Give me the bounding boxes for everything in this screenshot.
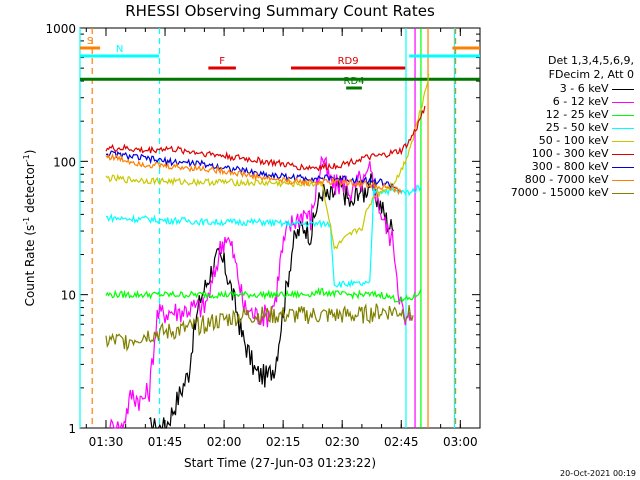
legend-entry: 100 - 300 keV	[532, 147, 634, 160]
legend-entry: 300 - 800 keV	[532, 160, 634, 173]
y-tick-label: 1000	[45, 22, 76, 36]
series-line	[148, 173, 394, 429]
legend-swatch	[612, 179, 634, 181]
x-axis-label: Start Time (27-Jun-03 01:23:22)	[184, 456, 376, 470]
legend-entry-label: 7000 - 15000 keV	[510, 186, 612, 199]
series-line	[105, 303, 414, 352]
legend-entry-label: 12 - 25 keV	[545, 108, 612, 121]
legend-swatch	[612, 127, 634, 129]
legend-entry: 7000 - 15000 keV	[511, 186, 634, 199]
x-tick-label: 02:30	[325, 435, 360, 449]
legend-swatch	[612, 101, 634, 103]
legend-entry-label: 100 - 300 keV	[531, 147, 612, 160]
legend-entry: 800 - 7000 keV	[525, 173, 634, 186]
legend-swatch	[612, 114, 634, 116]
x-tick-label: 02:45	[384, 435, 419, 449]
legend-entry-label: 3 - 6 keV	[559, 82, 612, 95]
chart-title: RHESSI Observing Summary Count Rates	[125, 2, 435, 20]
series-line	[105, 184, 422, 289]
legend-swatch	[612, 153, 634, 155]
series-line	[105, 286, 422, 303]
series-line	[105, 150, 402, 192]
x-tick-label: 03:00	[443, 435, 478, 449]
y-tick-label: 10	[61, 289, 76, 303]
legend-swatch	[612, 192, 634, 194]
y-tick-label: 1	[68, 422, 76, 436]
legend-entry: 3 - 6 keV	[560, 82, 634, 95]
legend-entry: 12 - 25 keV	[546, 108, 634, 121]
flag-label: RD9	[338, 56, 359, 67]
x-tick-label: 01:45	[148, 435, 183, 449]
legend-swatch	[612, 140, 634, 142]
legend-entry-label: 300 - 800 keV	[531, 160, 612, 173]
legend-entry-label: 25 - 50 keV	[545, 121, 612, 134]
series-line	[105, 152, 402, 196]
plot-area: 1 10 100 1000 01:30 01:45 02:00 02:15 02:30 02:45…	[45, 22, 481, 449]
legend-entry: 25 - 50 keV	[546, 121, 634, 134]
legend-swatch	[612, 88, 634, 90]
legend-entry: 50 - 100 keV	[539, 134, 634, 147]
x-tick-label: 01:30	[89, 435, 124, 449]
legend-swatch	[612, 166, 634, 168]
legend-header-line-1: Det 1,3,4,5,6,9,	[547, 54, 634, 67]
y-tick-label: 100	[53, 155, 76, 169]
legend-entry-label: 6 - 12 keV	[552, 95, 612, 108]
series-line	[105, 105, 426, 172]
generated-date: 20-Oct-2021 00:19	[560, 469, 636, 478]
flag-label: RD4	[344, 76, 365, 87]
flag-label: S	[87, 36, 93, 47]
plot-frame	[79, 27, 481, 429]
series-line	[105, 74, 430, 250]
legend-entry: 6 - 12 keV	[553, 95, 634, 108]
x-tick-label: 02:15	[266, 435, 301, 449]
legend-entry-label: 50 - 100 keV	[538, 134, 612, 147]
x-tick-label: 02:00	[207, 435, 242, 449]
flag-label: F	[219, 56, 225, 67]
legend-entry-label: 800 - 7000 keV	[524, 173, 612, 186]
flag-label: N	[116, 44, 123, 55]
legend-header-line-2: FDecim 2, Att 0	[548, 68, 634, 81]
y-axis-label: Count Rate (s-1 detector-1)	[22, 150, 37, 307]
